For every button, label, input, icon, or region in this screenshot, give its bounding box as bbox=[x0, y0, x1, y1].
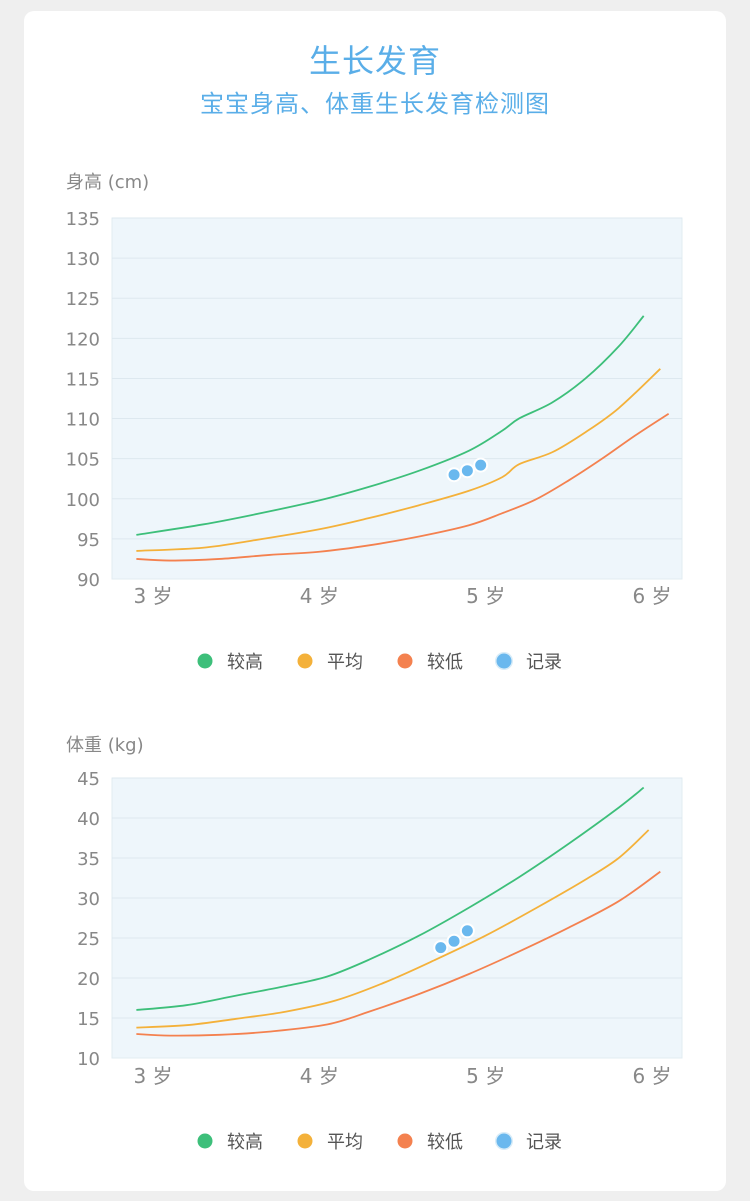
weight-record-point[interactable] bbox=[459, 923, 475, 939]
height-ytick-label: 110 bbox=[66, 410, 100, 431]
page-subtitle: 宝宝身高、体重生长发育检测图 bbox=[200, 90, 550, 118]
height-ytick-label: 115 bbox=[66, 369, 100, 390]
weight-ytick-label: 45 bbox=[77, 769, 100, 790]
legend-marker bbox=[197, 1133, 213, 1149]
height-line-high bbox=[136, 315, 645, 536]
weight-line-average bbox=[136, 829, 650, 1029]
weight-ytick-label: 20 bbox=[77, 969, 100, 990]
height-record-point[interactable] bbox=[446, 467, 462, 483]
legend-label: 较低 bbox=[427, 652, 463, 673]
height-ytick-label: 130 bbox=[66, 249, 100, 270]
weight-record-point[interactable] bbox=[433, 940, 449, 956]
legend-label: 较高 bbox=[227, 1132, 263, 1153]
legend-marker bbox=[197, 653, 213, 669]
height-chart: 身高 (cm) 90 95 100 105 110 115 120 125 130 135 3 岁 4 … bbox=[66, 172, 683, 673]
legend-label: 记录 bbox=[526, 1132, 562, 1153]
weight-xtick-label: 4 岁 bbox=[300, 1064, 339, 1088]
weight-line-low bbox=[136, 870, 661, 1037]
weight-legend-item-high[interactable]: 较高 bbox=[197, 1132, 264, 1153]
weight-xtick-label: 3 岁 bbox=[133, 1064, 172, 1088]
legend-marker bbox=[297, 1133, 313, 1149]
weight-xtick-label: 5 岁 bbox=[466, 1064, 505, 1088]
height-ytick-label: 100 bbox=[66, 490, 100, 511]
height-ytick-label: 135 bbox=[66, 209, 100, 230]
height-plot-area bbox=[111, 217, 683, 580]
legend-label: 平均 bbox=[327, 652, 363, 673]
legend-marker bbox=[496, 653, 512, 669]
height-ytick-label: 90 bbox=[77, 570, 100, 591]
weight-ytick-label: 15 bbox=[77, 1009, 100, 1030]
height-legend-item-average[interactable]: 平均 bbox=[297, 652, 364, 673]
legend-label: 平均 bbox=[327, 1132, 363, 1153]
height-legend-item-high[interactable]: 较高 bbox=[197, 652, 264, 673]
legend-marker bbox=[397, 1133, 413, 1149]
height-ylabel: 身高 (cm) bbox=[66, 172, 149, 193]
weight-ytick-label: 40 bbox=[77, 809, 100, 830]
height-ytick-label: 125 bbox=[66, 289, 100, 310]
legend-label: 记录 bbox=[526, 652, 562, 673]
legend-marker bbox=[397, 653, 413, 669]
legend-marker bbox=[496, 1133, 512, 1149]
height-xtick-label: 4 岁 bbox=[300, 584, 339, 608]
height-ytick-label: 120 bbox=[66, 329, 100, 350]
weight-legend-item-record[interactable]: 记录 bbox=[495, 1132, 562, 1153]
height-ytick-label: 95 bbox=[77, 530, 100, 551]
height-xtick-label: 6 岁 bbox=[632, 584, 671, 608]
weight-legend-item-low[interactable]: 较低 bbox=[397, 1132, 464, 1153]
height-xtick-label: 5 岁 bbox=[466, 584, 505, 608]
height-xtick-label: 3 岁 bbox=[133, 584, 172, 608]
height-record-point[interactable] bbox=[459, 463, 475, 479]
legend-label: 较低 bbox=[427, 1132, 463, 1153]
height-legend-item-low[interactable]: 较低 bbox=[397, 652, 464, 673]
weight-line-high bbox=[136, 786, 645, 1011]
page-title: 生长发育 bbox=[308, 42, 441, 80]
weight-plot-area bbox=[111, 777, 683, 1059]
legend-label: 较高 bbox=[227, 652, 263, 673]
weight-chart: 体重 (kg) 10 15 20 25 30 35 40 45 3 岁 4 岁 5 岁 6 岁较高 平均 较… bbox=[66, 735, 683, 1153]
weight-record-point[interactable] bbox=[446, 933, 462, 949]
weight-ytick-label: 25 bbox=[77, 929, 100, 950]
height-legend-item-record[interactable]: 记录 bbox=[495, 652, 562, 673]
weight-ytick-label: 35 bbox=[77, 849, 100, 870]
legend-marker bbox=[297, 653, 313, 669]
height-record-point[interactable] bbox=[473, 457, 489, 473]
height-ytick-label: 105 bbox=[66, 450, 100, 471]
weight-xtick-label: 6 岁 bbox=[632, 1064, 671, 1088]
height-line-average bbox=[136, 368, 661, 552]
weight-legend-item-average[interactable]: 平均 bbox=[297, 1132, 364, 1153]
weight-ylabel: 体重 (kg) bbox=[66, 735, 144, 756]
weight-ytick-label: 30 bbox=[77, 889, 100, 910]
weight-ytick-label: 10 bbox=[77, 1049, 100, 1070]
height-line-low bbox=[136, 412, 670, 562]
